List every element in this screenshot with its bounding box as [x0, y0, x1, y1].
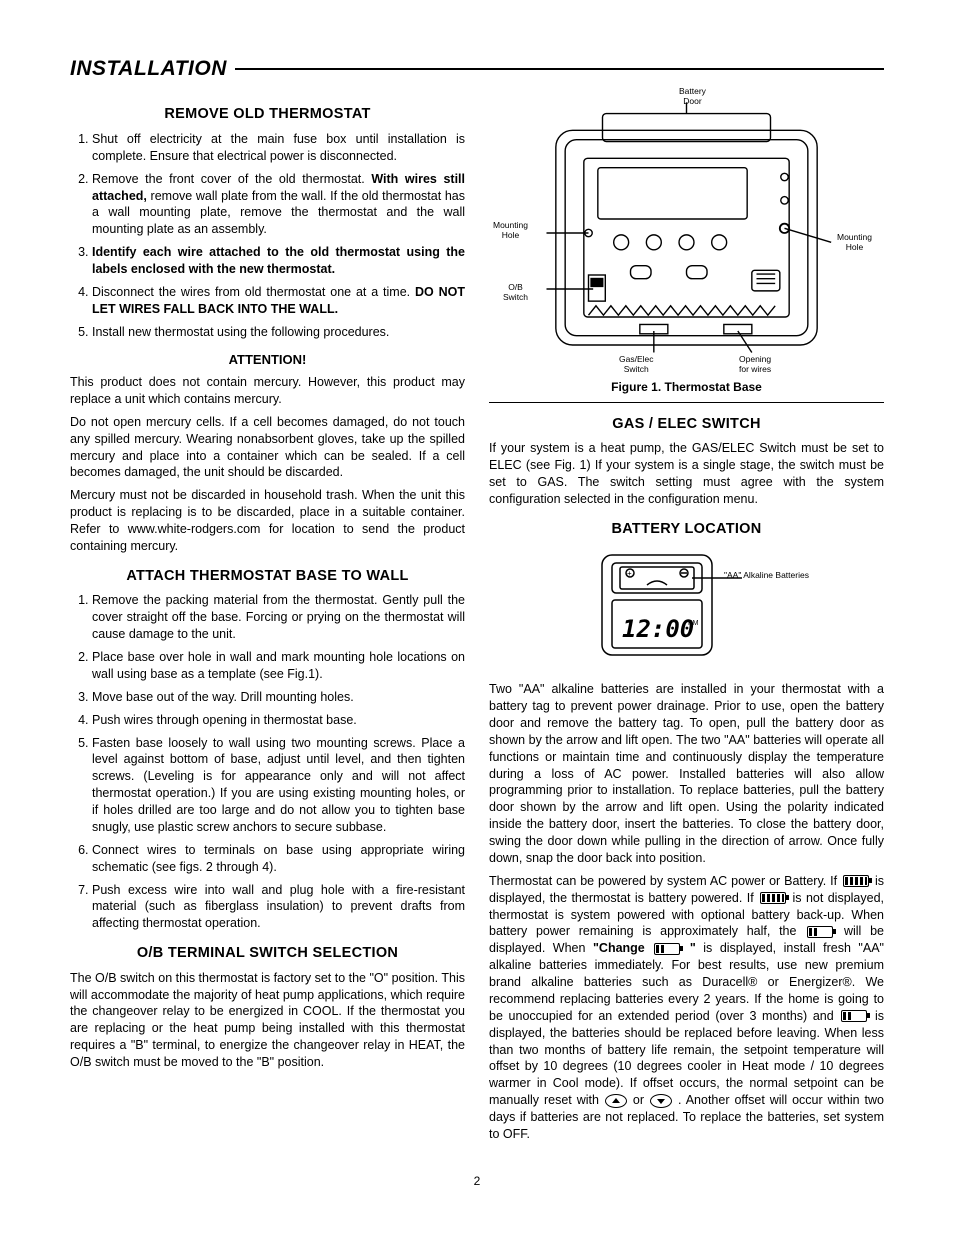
- battery-full-icon: [843, 875, 869, 887]
- two-column-layout: REMOVE OLD THERMOSTAT Shut off electrici…: [70, 93, 884, 1148]
- battery-paragraph-2: Thermostat can be powered by system AC p…: [489, 873, 884, 1143]
- list-item: Move base out of the way. Drill mounting…: [92, 689, 465, 706]
- list-item: Push excess wire into wall and plug hole…: [92, 882, 465, 933]
- battery-full-icon: [760, 892, 786, 904]
- battery-diagram: + 12:00 PM: [592, 545, 782, 665]
- battery-half-icon: [841, 1010, 867, 1022]
- battery-paragraph-1: Two "AA" alkaline batteries are installe…: [489, 681, 884, 867]
- text: Thermostat can be powered by system AC p…: [489, 874, 841, 888]
- heading-battery-location: BATTERY LOCATION: [489, 520, 884, 540]
- heading-attention: ATTENTION!: [70, 351, 465, 369]
- text: "Change: [593, 941, 652, 955]
- svg-text:+: +: [627, 569, 632, 578]
- attention-p2: Do not open mercury cells. If a cell bec…: [70, 414, 465, 482]
- figure-1-caption: Figure 1. Thermostat Base: [489, 379, 884, 395]
- label-gas-elec: Gas/ElecSwitch: [619, 355, 654, 374]
- label-aa-batteries: "AA" Alkaline Batteries: [724, 571, 809, 580]
- title-rule: [235, 68, 884, 70]
- list-item: Disconnect the wires from old thermostat…: [92, 284, 465, 318]
- svg-text:PM: PM: [688, 620, 699, 627]
- list-item: Identify each wire attached to the old t…: [92, 244, 465, 278]
- thermostat-base-diagram: [489, 93, 884, 373]
- list-item: Remove the packing material from the the…: [92, 592, 465, 643]
- page-title-text: INSTALLATION: [70, 55, 227, 83]
- figure-2-battery-location: + 12:00 PM "AA" Alkaline Batteries: [489, 545, 884, 675]
- label-battery-door: BatteryDoor: [679, 87, 706, 106]
- text: or: [633, 1093, 649, 1107]
- list-item: Shut off electricity at the main fuse bo…: [92, 131, 465, 165]
- page-number: 2: [70, 1173, 884, 1189]
- label-mounting-hole-left: MountingHole: [493, 221, 528, 240]
- list-item: Connect wires to terminals on base using…: [92, 842, 465, 876]
- up-button-icon: [605, 1094, 627, 1108]
- text: ": [690, 941, 696, 955]
- gas-elec-paragraph: If your system is a heat pump, the GAS/E…: [489, 440, 884, 508]
- figure-1-thermostat-base: BatteryDoor MountingHole MountingHole O/…: [489, 93, 884, 373]
- page-title: INSTALLATION: [70, 55, 884, 83]
- column-right: BatteryDoor MountingHole MountingHole O/…: [489, 93, 884, 1148]
- list-item: Remove the front cover of the old thermo…: [92, 171, 465, 239]
- heading-attach-base: ATTACH THERMOSTAT BASE TO WALL: [70, 567, 465, 587]
- column-left: REMOVE OLD THERMOSTAT Shut off electrici…: [70, 93, 465, 1148]
- attention-p1: This product does not contain mercury. H…: [70, 374, 465, 408]
- heading-gas-elec: GAS / ELEC SWITCH: [489, 415, 884, 435]
- heading-remove-old: REMOVE OLD THERMOSTAT: [70, 105, 465, 125]
- label-mounting-hole-right: MountingHole: [837, 233, 872, 252]
- down-button-icon: [650, 1094, 672, 1108]
- attention-p3: Mercury must not be discarded in househo…: [70, 487, 465, 555]
- svg-text:12:00: 12:00: [622, 615, 694, 643]
- heading-ob-switch: O/B TERMINAL SWITCH SELECTION: [70, 944, 465, 964]
- list-item: Place base over hole in wall and mark mo…: [92, 649, 465, 683]
- label-opening: Openingfor wires: [739, 355, 771, 374]
- list-item: Install new thermostat using the followi…: [92, 324, 465, 341]
- remove-steps-list: Shut off electricity at the main fuse bo…: [70, 131, 465, 341]
- list-item: Push wires through opening in thermostat…: [92, 712, 465, 729]
- list-item: Fasten base loosely to wall using two mo…: [92, 735, 465, 836]
- divider: [489, 402, 884, 403]
- label-ob-switch: O/BSwitch: [503, 283, 528, 302]
- battery-half-icon: [807, 926, 833, 938]
- attach-steps-list: Remove the packing material from the the…: [70, 592, 465, 932]
- ob-paragraph: The O/B switch on this thermostat is fac…: [70, 970, 465, 1071]
- battery-half-icon: [654, 943, 680, 955]
